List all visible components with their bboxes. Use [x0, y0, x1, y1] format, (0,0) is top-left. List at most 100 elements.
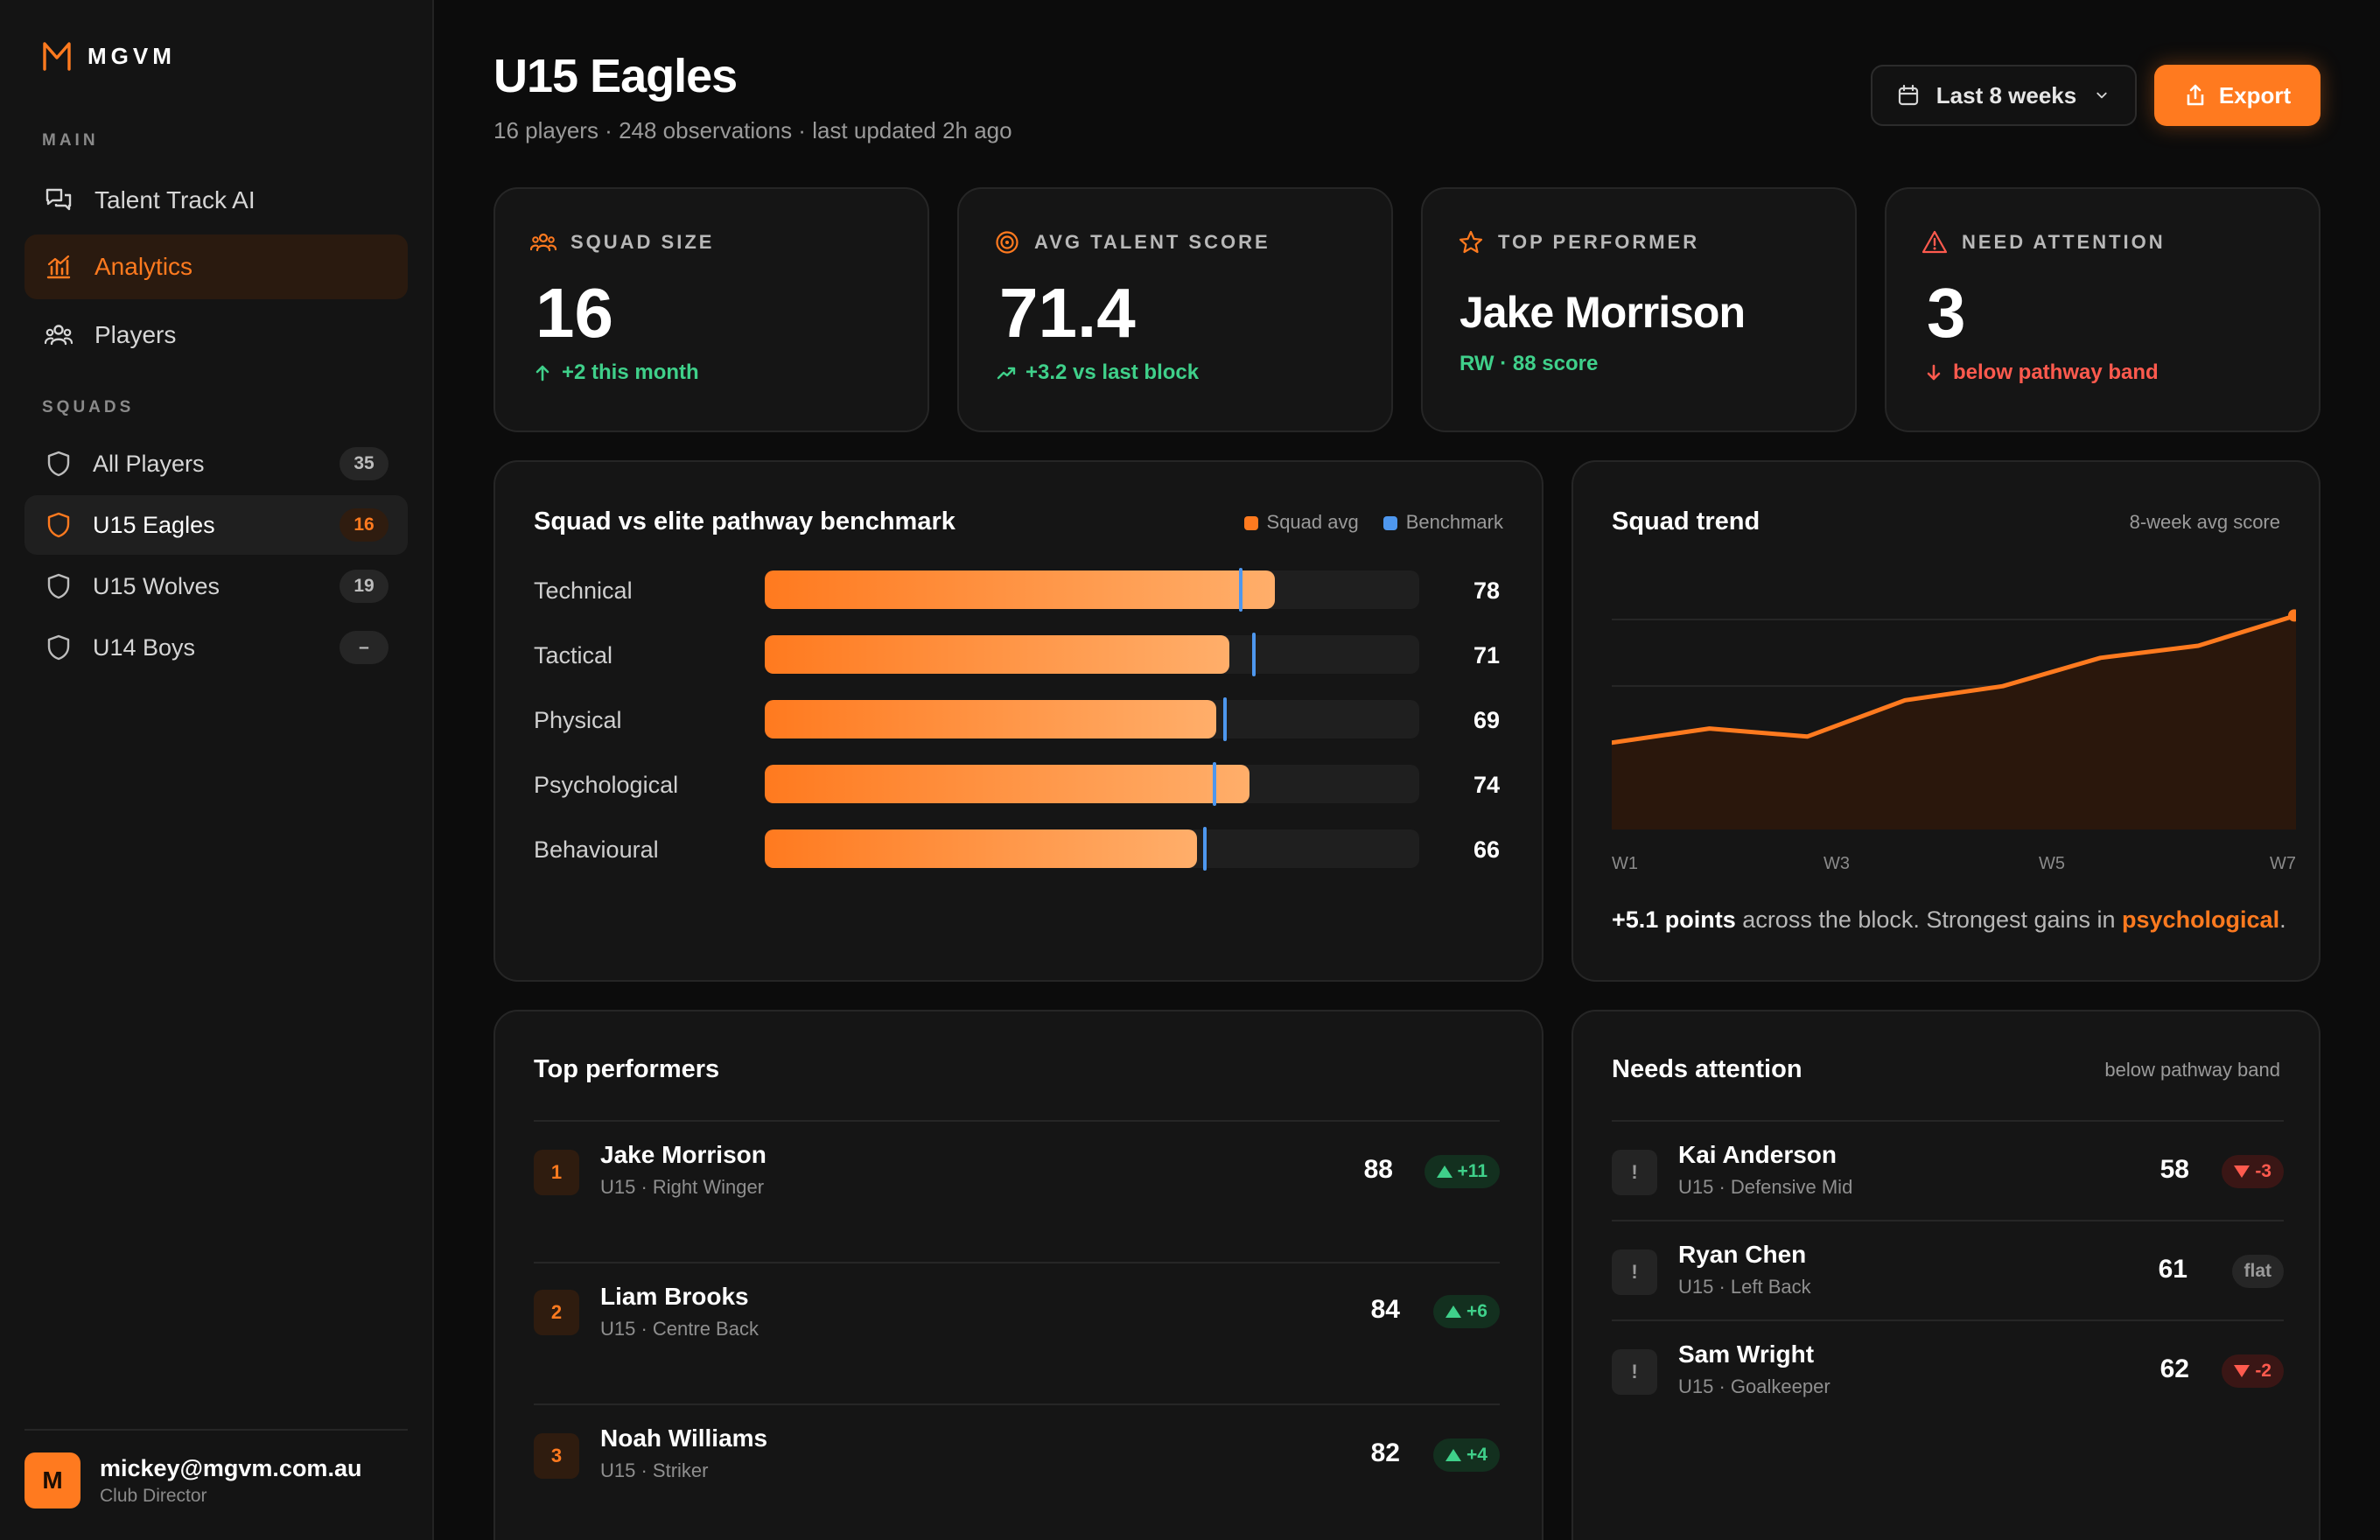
- stat-card-avg-talent-score: AVG TALENT SCORE 71.4 +3.2 vs last block: [957, 187, 1393, 432]
- x-tick-label: W5: [2039, 854, 2065, 873]
- bar-track: [765, 762, 1419, 806]
- avatar: M: [24, 1452, 80, 1508]
- bar-benchmark-marker: [1252, 633, 1256, 676]
- chevron-down-icon: [2096, 92, 2107, 99]
- x-tick-label: W1: [1612, 854, 1638, 873]
- rank-badge: 2: [534, 1290, 579, 1335]
- bar-track: [765, 568, 1419, 612]
- player-score: 62: [2160, 1354, 2189, 1383]
- stat-delta: +2 this month: [532, 360, 699, 385]
- user-profile[interactable]: M mickey@mgvm.com.au Club Director: [24, 1452, 361, 1508]
- needs-attention-title: Needs attention: [1612, 1055, 1802, 1083]
- triangle-up-icon: [1436, 1166, 1452, 1178]
- stat-card-top-performer: TOP PERFORMER Jake Morrison RW · 88 scor…: [1421, 187, 1857, 432]
- sidebar-item-label: Talent Track AI: [94, 186, 256, 214]
- trend-area: [1612, 615, 2296, 830]
- delta-text: -2: [2255, 1361, 2272, 1381]
- table-row[interactable]: 1 Jake Morrison U15 · Right Winger 88 +1…: [534, 1120, 1500, 1262]
- player-score: 58: [2160, 1155, 2189, 1184]
- legend-label: Benchmark: [1405, 511, 1503, 533]
- needs-attention-meta: below pathway band: [2104, 1059, 2280, 1081]
- squad-item-label: U15 Wolves: [93, 572, 220, 599]
- squad-item-u14-boys[interactable]: U14 Boys –: [24, 618, 408, 677]
- player-position: U15 · Left Back: [1678, 1276, 1811, 1298]
- triangle-up-icon: [1446, 1449, 1462, 1461]
- stat-value: Jake Morrison: [1460, 288, 1746, 337]
- main-section-label: MAIN: [42, 131, 99, 150]
- bar-track: [765, 697, 1419, 741]
- legend-swatch: [1382, 516, 1397, 530]
- table-row[interactable]: ! Kai Anderson U15 · Defensive Mid 58 -3: [1612, 1120, 2284, 1220]
- trend-summary: +5.1 points across the block. Strongest …: [1612, 906, 2286, 934]
- triangle-down-icon: [2234, 1365, 2250, 1377]
- squad-item-label: U15 Eagles: [93, 511, 215, 538]
- stat-value: 71.4: [999, 274, 1136, 352]
- sidebar-item-label: Analytics: [94, 253, 193, 280]
- delta-text: +4: [1466, 1445, 1488, 1465]
- x-tick-label: W7: [2270, 854, 2296, 873]
- player-score: 84: [1370, 1295, 1400, 1324]
- share-icon: [2187, 84, 2204, 106]
- stat-card-need-attention: NEED ATTENTION 3 below pathway band: [1885, 187, 2320, 432]
- stat-label-text: TOP PERFORMER: [1498, 231, 1700, 253]
- count-badge: 19: [340, 570, 388, 603]
- needs-attention-card: Needs attention below pathway band ! Kai…: [1572, 1010, 2320, 1540]
- bar-squad-avg: [765, 765, 1250, 803]
- stat-label-text: NEED ATTENTION: [1962, 231, 2166, 253]
- mgvm-logo-icon: [43, 42, 71, 71]
- rank-badge: 1: [534, 1150, 579, 1195]
- bar-value: 78: [1473, 578, 1500, 604]
- shield-icon: [47, 573, 70, 599]
- shield-icon: [47, 634, 70, 661]
- delta-text: +6: [1466, 1301, 1488, 1321]
- table-row[interactable]: ! Sam Wright U15 · Goalkeeper 62 -2: [1612, 1320, 2284, 1419]
- star-icon: [1459, 230, 1483, 254]
- squad-item-all-players[interactable]: All Players 35: [24, 434, 408, 494]
- page-subtitle: 16 players · 248 observations · last upd…: [494, 117, 1012, 144]
- bar-label: Behavioural: [534, 836, 659, 863]
- export-button[interactable]: Export: [2154, 65, 2320, 126]
- brand[interactable]: MGVM: [42, 40, 176, 72]
- table-row[interactable]: 2 Liam Brooks U15 · Centre Back 84 +6: [534, 1262, 1500, 1404]
- bar-squad-avg: [765, 635, 1229, 674]
- top-performers-card: Top performers 1 Jake Morrison U15 · Rig…: [494, 1010, 1544, 1540]
- sidebar-item-players[interactable]: Players: [24, 303, 408, 368]
- date-range-label: Last 8 weeks: [1936, 81, 2077, 108]
- target-icon: [996, 231, 1018, 254]
- squad-item-u15-wolves[interactable]: U15 Wolves 19: [24, 556, 408, 616]
- stat-label-text: AVG TALENT SCORE: [1034, 231, 1270, 253]
- date-range-dropdown[interactable]: Last 8 weeks: [1871, 65, 2137, 126]
- bar-value: 71: [1473, 642, 1500, 668]
- bar-value: 69: [1473, 707, 1500, 733]
- stat-delta: RW · 88 score: [1460, 352, 1598, 376]
- page-title: U15 Eagles: [494, 50, 738, 102]
- shield-icon: [47, 451, 70, 477]
- table-row[interactable]: 3 Noah Williams U15 · Striker 82 +4: [534, 1404, 1500, 1540]
- bar-label: Psychological: [534, 772, 679, 798]
- trend-chart: [1612, 609, 2296, 830]
- warning-icon: [1922, 230, 1948, 254]
- bar-value: 74: [1473, 772, 1500, 798]
- bar-benchmark-marker: [1203, 827, 1207, 871]
- sidebar-item-talent-track-ai[interactable]: Talent Track AI: [24, 168, 408, 233]
- players-icon: [44, 325, 74, 346]
- squad-item-u15-eagles[interactable]: U15 Eagles 16: [24, 495, 408, 555]
- analytics-icon: [46, 255, 71, 279]
- bar-value: 66: [1473, 836, 1500, 863]
- bar-squad-avg: [765, 570, 1275, 609]
- bar-track: [765, 827, 1419, 871]
- stat-delta-text: +2 this month: [562, 360, 699, 384]
- player-name: Noah Williams: [600, 1424, 768, 1452]
- stat-delta-text: +3.2 vs last block: [1026, 360, 1200, 384]
- x-tick-label: W3: [1824, 854, 1850, 873]
- trend-summary-text: across the block. Strongest gains in: [1735, 906, 2123, 933]
- sidebar: MGVM MAIN Talent Track AI Analytics Play…: [0, 0, 434, 1540]
- table-row[interactable]: ! Ryan Chen U15 · Left Back 61 flat: [1612, 1220, 2284, 1320]
- sidebar-item-label: Players: [94, 321, 177, 348]
- sidebar-item-analytics[interactable]: Analytics: [24, 234, 408, 299]
- delta-pill: -2: [2222, 1354, 2284, 1388]
- brand-name: MGVM: [88, 42, 176, 69]
- bar-label: Technical: [534, 578, 633, 604]
- benchmark-legend: Squad avg Benchmark: [1243, 511, 1503, 534]
